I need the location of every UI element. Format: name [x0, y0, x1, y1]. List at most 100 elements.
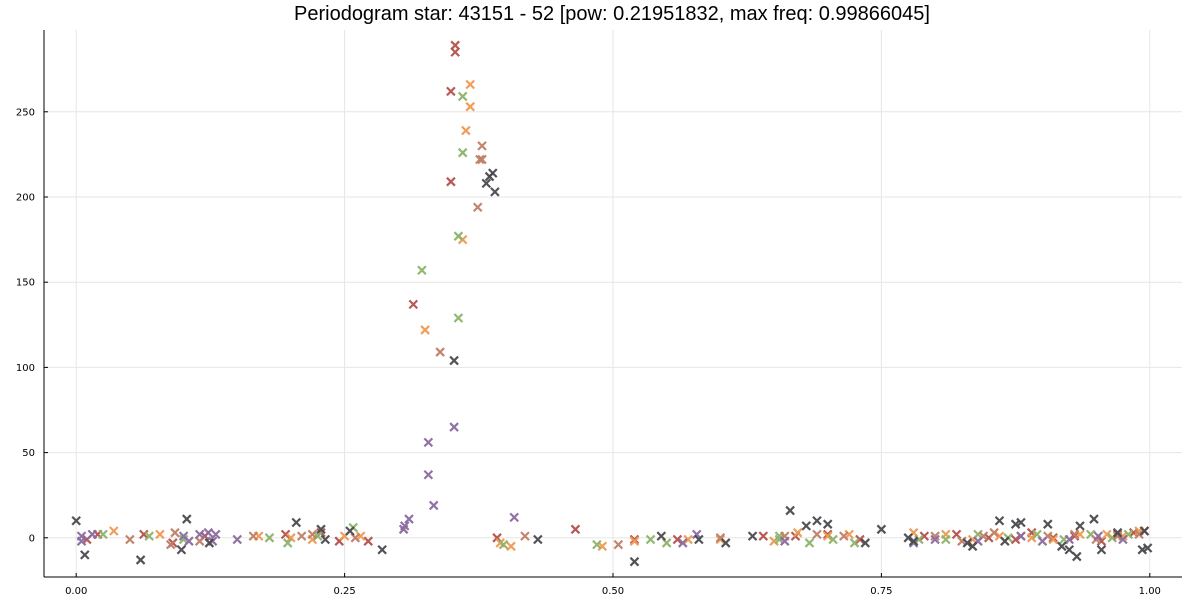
data-point [678, 538, 688, 548]
data-point [804, 538, 815, 548]
data-point [592, 539, 602, 550]
data-point [774, 534, 785, 545]
data-point [930, 534, 940, 545]
y-tick-label: 150 [16, 278, 35, 289]
data-point [1128, 527, 1139, 538]
data-point [1112, 527, 1123, 538]
data-point [144, 531, 154, 541]
data-point [1026, 533, 1037, 543]
data-point [822, 531, 833, 541]
x-tick-label: 0.75 [870, 586, 892, 597]
data-point [490, 187, 500, 197]
data-point [210, 529, 221, 540]
data-point [691, 529, 702, 540]
data-point [629, 536, 640, 546]
data-point [291, 517, 302, 528]
data-point [453, 313, 464, 323]
data-point [487, 168, 498, 178]
data-point [423, 469, 434, 480]
data-point [683, 534, 693, 545]
data-point [1142, 543, 1153, 553]
data-point [962, 538, 973, 548]
data-point [520, 531, 530, 541]
data-point [785, 505, 795, 516]
data-point [170, 527, 180, 538]
data-point [1137, 544, 1148, 555]
data-point [165, 539, 176, 550]
data-point [1043, 519, 1053, 529]
data-point [399, 521, 410, 531]
data-point [989, 527, 999, 538]
grid-lines [44, 30, 1182, 577]
data-point [1064, 544, 1075, 555]
data-point [139, 529, 149, 540]
data-point [408, 299, 419, 310]
data-point [812, 529, 822, 540]
data-point [98, 529, 108, 540]
data-point [135, 555, 146, 565]
data-point [446, 86, 456, 97]
data-point [363, 536, 374, 546]
data-point [844, 529, 854, 540]
data-point [404, 514, 414, 524]
data-point [914, 534, 924, 545]
data-point [477, 141, 487, 151]
data-point [656, 531, 667, 541]
data-point [312, 531, 323, 541]
data-point [855, 534, 865, 545]
x-tick-label: 0.50 [602, 586, 624, 597]
data-point [792, 527, 803, 538]
data-point [694, 534, 704, 545]
data-point [1112, 531, 1123, 541]
data-point [453, 231, 464, 241]
data-point [428, 500, 439, 511]
data-point [672, 534, 683, 545]
data-point [1072, 551, 1082, 562]
x-tick-label: 1.00 [1139, 586, 1161, 597]
data-point [345, 526, 355, 536]
data-point [994, 515, 1005, 526]
data-point [204, 538, 215, 548]
data-point [461, 125, 471, 136]
data-point [194, 529, 205, 540]
data-point [377, 544, 387, 555]
series-3 [125, 141, 1144, 550]
data-point [1064, 534, 1075, 545]
data-point [475, 154, 485, 165]
data-point [465, 79, 475, 90]
data-point [446, 176, 456, 187]
data-point [967, 541, 978, 552]
data-point [1069, 531, 1080, 541]
data-point [1000, 536, 1010, 546]
data-point [570, 524, 581, 535]
data-point [80, 550, 90, 560]
data-point [155, 529, 165, 540]
data-point [1093, 531, 1104, 541]
data-point [629, 534, 640, 545]
y-tick-label: 0 [29, 533, 35, 544]
data-point [296, 531, 307, 541]
data-point [264, 533, 275, 543]
series-1 [109, 79, 1144, 552]
data-point [812, 515, 822, 526]
data-point [477, 154, 487, 165]
data-point [839, 531, 849, 541]
axes: 0.00 0.25 0.50 0.75 1.00 0 50 100 150 200 250 [16, 30, 1182, 597]
data-point [178, 534, 189, 545]
data-point [286, 533, 296, 543]
x-tick-label: 0.25 [333, 586, 355, 597]
data-point [435, 347, 445, 357]
data-point [481, 178, 492, 189]
data-point [280, 529, 291, 540]
series-4 [76, 422, 1128, 548]
data-point [876, 524, 887, 535]
data-point [87, 529, 98, 540]
data-point [1134, 529, 1144, 540]
data-point [423, 437, 434, 448]
data-point [472, 202, 483, 212]
data-point [420, 325, 430, 335]
data-point [1096, 544, 1107, 555]
data-point [1139, 526, 1150, 536]
data-point [1016, 517, 1026, 528]
